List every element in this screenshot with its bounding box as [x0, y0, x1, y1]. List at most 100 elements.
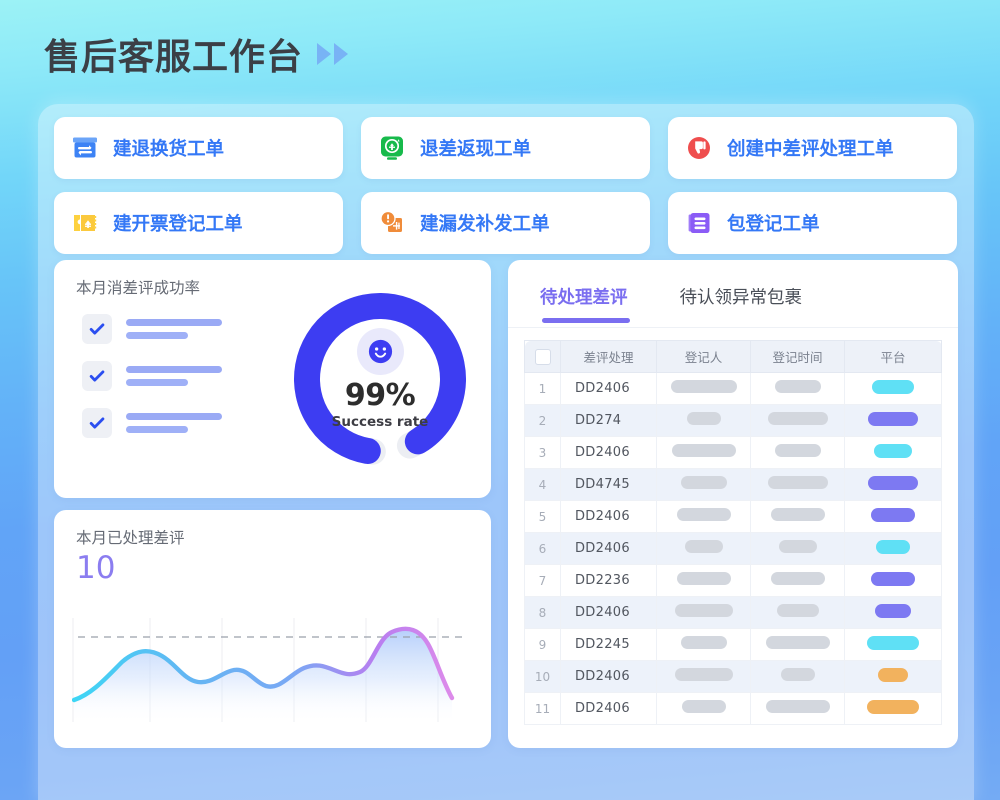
double-chevron-right-icon	[317, 43, 349, 65]
cell-time	[750, 692, 845, 725]
trend-area-chart	[71, 610, 474, 733]
action-card-bad-review[interactable]: 创建中差评处理工单	[668, 117, 957, 179]
tab-bar: 待处理差评 待认领异常包裹	[508, 260, 958, 328]
cell-registrant	[656, 660, 751, 693]
table-row[interactable]: 9 DD2245	[524, 628, 942, 661]
action-label: 建退换货工单	[113, 139, 225, 160]
cell-time	[750, 532, 845, 565]
table-row[interactable]: 1 DD2406	[524, 372, 942, 405]
cell-review-id: DD2406	[560, 500, 657, 533]
cell-time	[750, 660, 845, 693]
table-head: 差评处理 登记人 登记时间 平台	[524, 340, 942, 373]
table-row[interactable]: 3 DD2406	[524, 436, 942, 469]
cell-time	[750, 468, 845, 501]
table-row[interactable]: 8 DD2406	[524, 596, 942, 629]
column-header-review[interactable]: 差评处理	[560, 340, 657, 373]
check-icon	[82, 361, 112, 391]
placeholder-pill	[767, 476, 828, 489]
placeholder-pill	[765, 636, 830, 649]
invoice-yuan-icon	[70, 208, 100, 238]
cell-time	[750, 596, 845, 629]
cell-platform	[844, 372, 942, 405]
cell-review-id: DD2406	[560, 660, 657, 693]
table-row[interactable]: 5 DD2406	[524, 500, 942, 533]
row-index: 1	[524, 372, 561, 405]
placeholder-pill	[670, 380, 737, 393]
cell-platform	[844, 468, 942, 501]
gauge-subtitle: Success rate	[331, 414, 429, 430]
cell-registrant	[656, 500, 751, 533]
cell-platform	[844, 436, 942, 469]
cell-platform	[844, 596, 942, 629]
placeholder-bar	[126, 319, 222, 326]
check-icon	[82, 408, 112, 438]
placeholder-bar	[126, 426, 188, 433]
placeholder-bar	[126, 332, 188, 339]
exchange-box-icon	[70, 133, 100, 163]
cell-registrant	[656, 692, 751, 725]
table-row[interactable]: 11 DD2406	[524, 692, 942, 725]
chevron-right-icon	[334, 43, 349, 65]
column-header-time[interactable]: 登记时间	[750, 340, 845, 373]
placeholder-pill	[872, 379, 914, 394]
row-index: 11	[524, 692, 561, 725]
select-all-header[interactable]	[524, 340, 561, 373]
row-index: 9	[524, 628, 561, 661]
placeholder-pill	[867, 699, 919, 714]
list-item	[82, 408, 222, 438]
action-label: 创建中差评处理工单	[727, 139, 894, 160]
card-title: 本月已处理差评	[76, 529, 185, 547]
placeholder-pill	[676, 508, 731, 521]
placeholder-pill	[770, 508, 825, 521]
cell-review-id: DD2406	[560, 372, 657, 405]
row-index: 8	[524, 596, 561, 629]
pending-reviews-table: 差评处理 登记人 登记时间 平台 1 DD2406 2 DD274 3 DD2406 4 DD…	[524, 340, 942, 725]
cell-review-id: DD274	[560, 404, 657, 437]
table-row[interactable]: 2 DD274	[524, 404, 942, 437]
placeholder-pill	[871, 507, 915, 522]
placeholder-pill	[780, 668, 815, 681]
placeholder-pill	[671, 444, 736, 457]
handled-reviews-card: 本月已处理差评 10	[54, 510, 491, 748]
column-header-registrant[interactable]: 登记人	[656, 340, 751, 373]
tab-pending-reviews[interactable]: 待处理差评	[540, 284, 629, 323]
smiley-face-icon	[356, 328, 404, 375]
placeholder-pill	[867, 635, 919, 650]
table-row[interactable]: 4 DD4745	[524, 468, 942, 501]
checkbox-unchecked-icon[interactable]	[534, 348, 551, 365]
list-item	[82, 361, 222, 391]
success-rate-card: 本月消差评成功率	[54, 260, 491, 498]
row-index: 2	[524, 404, 561, 437]
action-card-missing-resend[interactable]: 建漏发补发工单	[361, 192, 650, 254]
tab-unclaimed-packages[interactable]: 待认领异常包裹	[679, 288, 803, 308]
thumbs-down-icon	[684, 133, 714, 163]
row-index: 3	[524, 436, 561, 469]
placeholder-bar	[126, 379, 188, 386]
success-rate-gauge: 99% Success rate	[287, 286, 473, 472]
cell-platform	[844, 628, 942, 661]
action-card-invoice-register[interactable]: 建开票登记工单	[54, 192, 343, 254]
table-row[interactable]: 6 DD2406	[524, 532, 942, 565]
action-card-package-register[interactable]: 包登记工单	[668, 192, 957, 254]
cell-review-id: DD2406	[560, 436, 657, 469]
action-label: 建开票登记工单	[113, 214, 243, 235]
action-card-refund-cashback[interactable]: 退差返现工单	[361, 117, 650, 179]
cell-review-id: DD2236	[560, 564, 657, 597]
placeholder-pill	[875, 603, 911, 618]
table-row[interactable]: 10 DD2406	[524, 660, 942, 693]
placeholder-pill	[767, 412, 828, 425]
table-wrapper: 差评处理 登记人 登记时间 平台 1 DD2406 2 DD274 3 DD2406 4 DD…	[508, 328, 958, 725]
action-label: 建漏发补发工单	[420, 214, 550, 235]
list-item	[82, 314, 222, 344]
placeholder-bars	[126, 366, 222, 386]
column-header-platform[interactable]: 平台	[844, 340, 942, 373]
placeholder-pill	[770, 572, 825, 585]
pending-list-card: 待处理差评 待认领异常包裹 差评处理 登记人 登记时间 平台 1 DD2406 2	[508, 260, 958, 748]
cell-registrant	[656, 372, 751, 405]
action-card-return-exchange[interactable]: 建退换货工单	[54, 117, 343, 179]
table-row[interactable]: 7 DD2236	[524, 564, 942, 597]
card-title: 本月消差评成功率	[76, 279, 201, 297]
cell-platform	[844, 564, 942, 597]
notebook-list-icon	[684, 208, 714, 238]
placeholder-pill	[676, 572, 731, 585]
